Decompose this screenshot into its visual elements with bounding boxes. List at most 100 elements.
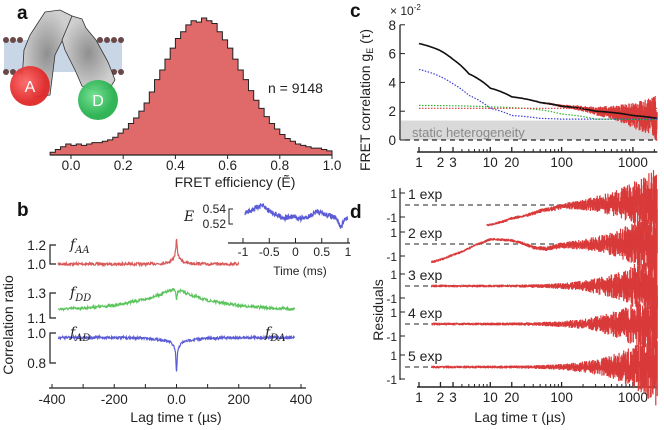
x-tick-label: 3 (449, 155, 457, 170)
panel-b-ylabel: Correlation ratio (0, 275, 16, 375)
x-tick-label: 3 (449, 390, 457, 405)
inset-x-tick-label: 1 (345, 245, 352, 259)
x-tick-label: 20 (504, 390, 519, 405)
label-sub: AA (74, 245, 89, 256)
x-tick-label: 0.8 (270, 158, 289, 173)
y-multiplier: × 10-2 (390, 3, 421, 18)
panel-a-histogram: 0.0 0.2 0.4 0.6 0.8 1.0 (49, 17, 342, 173)
lipid-head (3, 69, 9, 75)
x-tick-label: 1000 (618, 155, 648, 170)
lipid-head (104, 37, 110, 43)
y-tick-label: 1.0 (27, 326, 46, 341)
y-tick-label: 1.0 (27, 257, 46, 272)
y-bracket (49, 292, 56, 319)
x-tick-label: 0.0 (167, 392, 186, 407)
x-tick-label: 0.6 (218, 158, 237, 173)
curve-fDD (57, 287, 296, 312)
curve-fAD (57, 333, 296, 372)
panel-label-b: b (17, 200, 29, 221)
y-tick-label: -1 (386, 330, 397, 344)
y-tick-label: 1 (390, 306, 397, 320)
panel-d-xlabel: Lag time τ (µs) (474, 409, 565, 425)
y-tick-label: 6 (388, 47, 396, 62)
x-tick-label: 2 (437, 390, 445, 405)
y-tick-label: -1 (386, 250, 397, 264)
series-label: fAA (69, 237, 90, 256)
lipid-head (111, 37, 117, 43)
y-tick-label: 0.8 (27, 356, 46, 371)
x-tick-label: 1 (415, 390, 423, 405)
x-tick-label: 400 (290, 392, 313, 407)
label-f: f (264, 325, 273, 341)
panel-label-d: d (350, 202, 362, 223)
lipid-head (97, 37, 103, 43)
series-label-fDA: fDA (264, 325, 285, 344)
inset-x-tick-label: -0.5 (259, 245, 280, 259)
label-f: f (69, 285, 78, 301)
y-tick-label: 4 (388, 75, 396, 90)
panel-d-ylabel: Residuals (370, 279, 386, 340)
x-tick-label: 10 (483, 390, 498, 405)
protein-membrane-cartoon: A D (3, 9, 124, 120)
donor-dye-icon (78, 80, 118, 120)
series-label: fAD (69, 325, 90, 344)
row-label: 3 exp (408, 267, 442, 283)
panel-a-xlabel: FRET efficiency (Ẽ) (175, 174, 296, 190)
donor-label: D (92, 93, 104, 110)
x-tick-label: 1 (415, 155, 423, 170)
lipid-head (10, 37, 16, 43)
inset-trace (244, 203, 349, 229)
acceptor-label: A (25, 79, 36, 96)
x-tick-label: 1000 (618, 390, 648, 405)
lipid-head (3, 37, 9, 43)
lipid-head (118, 69, 124, 75)
x-tick-label: 1.0 (323, 158, 342, 173)
y-tick-label: 1.3 (27, 286, 46, 301)
lipid-head (17, 37, 23, 43)
label-f: f (69, 325, 78, 341)
y-tick-label: 8 (388, 18, 396, 33)
curve-fAA (57, 238, 240, 268)
series-label: fDD (69, 285, 91, 304)
y-tick-label: 1.2 (27, 238, 46, 253)
panel-label-a: a (17, 3, 28, 24)
inset-y-bracket (228, 208, 233, 225)
y-bracket (49, 244, 56, 265)
lipid-head (118, 37, 124, 43)
inset-ylabel: E (183, 209, 194, 225)
label-f: f (69, 237, 78, 253)
panel-b-xlabel: Lag time τ (µs) (130, 409, 221, 425)
row-label: 5 exp (408, 348, 442, 364)
inset-y-tick-label: 0.54 (203, 202, 227, 216)
inset-x-tick-label: -1 (238, 245, 249, 259)
static-heterogeneity-band (401, 120, 658, 140)
y-tick-label: 1.1 (27, 311, 46, 326)
panel-c-ylabel: FRET correlation gE (τ) (357, 29, 375, 171)
row-label: 4 exp (408, 305, 442, 321)
x-tick-label: 10 (483, 155, 498, 170)
panel-b-correlation-ratios: -400 -200 0.0 200 4001.21.0fAA1.31.1fDD1.00.… (27, 202, 351, 407)
y-tick-label: 1 (390, 349, 397, 363)
row-label: 1 exp (408, 186, 442, 202)
curve-component-green (419, 104, 658, 121)
y-tick-label: -1 (386, 292, 397, 306)
row-label: 2 exp (408, 225, 442, 241)
y-tick-label: 1 (390, 187, 397, 201)
static-heterogeneity-label: static heterogeneity (412, 125, 525, 140)
histogram-bars (49, 17, 333, 156)
y-tick-label: 0 (388, 133, 396, 148)
panel-label-c: c (350, 1, 361, 22)
inset-x-tick-label: 0.5 (313, 245, 330, 259)
x-tick-label: 200 (227, 392, 250, 407)
x-tick-label: 0.0 (62, 158, 81, 173)
x-tick-label: -200 (101, 392, 128, 407)
curve-fit (418, 42, 658, 120)
label-sub: AD (74, 333, 90, 344)
acceptor-dye-icon (10, 66, 50, 106)
inset-xlabel: Time (ms) (273, 264, 327, 278)
y-bracket (49, 332, 56, 364)
inset-x-tick-label: 0 (292, 245, 299, 259)
